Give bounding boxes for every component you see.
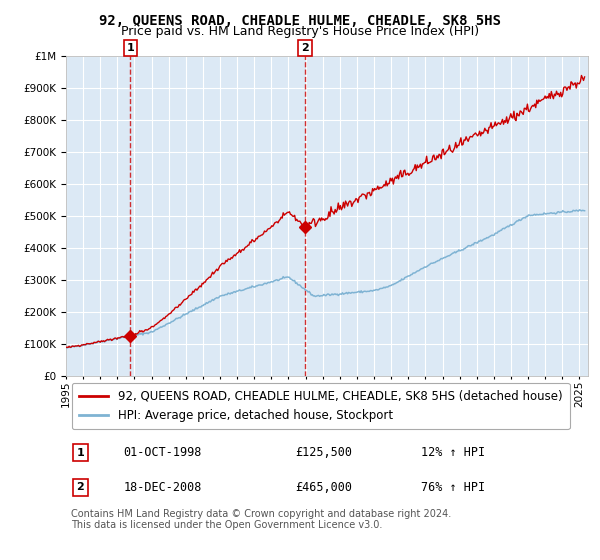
Text: 18-DEC-2008: 18-DEC-2008 bbox=[124, 480, 202, 494]
Text: Price paid vs. HM Land Registry's House Price Index (HPI): Price paid vs. HM Land Registry's House … bbox=[121, 25, 479, 38]
Text: 1: 1 bbox=[76, 447, 84, 458]
Text: 76% ↑ HPI: 76% ↑ HPI bbox=[421, 480, 485, 494]
Text: 2: 2 bbox=[76, 482, 84, 492]
Text: 12% ↑ HPI: 12% ↑ HPI bbox=[421, 446, 485, 459]
Text: £465,000: £465,000 bbox=[296, 480, 353, 494]
Text: 2: 2 bbox=[301, 43, 309, 53]
Text: 01-OCT-1998: 01-OCT-1998 bbox=[124, 446, 202, 459]
Text: 1: 1 bbox=[127, 43, 134, 53]
Bar bbox=[130, 56, 305, 376]
Text: Contains HM Land Registry data © Crown copyright and database right 2024.
This d: Contains HM Land Registry data © Crown c… bbox=[71, 509, 451, 530]
Legend: 92, QUEENS ROAD, CHEADLE HULME, CHEADLE, SK8 5HS (detached house), HPI: Average : 92, QUEENS ROAD, CHEADLE HULME, CHEADLE,… bbox=[72, 383, 569, 429]
Text: 92, QUEENS ROAD, CHEADLE HULME, CHEADLE, SK8 5HS: 92, QUEENS ROAD, CHEADLE HULME, CHEADLE,… bbox=[99, 14, 501, 28]
Text: £125,500: £125,500 bbox=[296, 446, 353, 459]
